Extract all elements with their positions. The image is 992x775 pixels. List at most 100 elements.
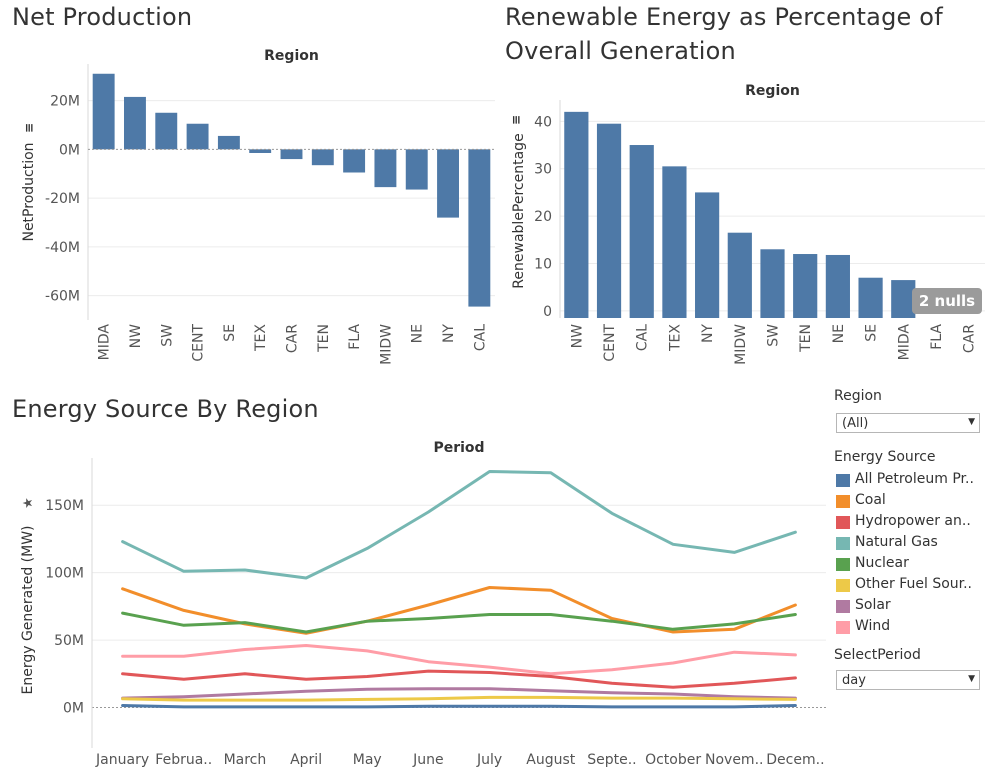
y-tick-label: 0 <box>543 304 552 320</box>
x-tick-label: TEN <box>316 324 332 353</box>
legend-label: Natural Gas <box>855 534 938 550</box>
bar-sw <box>155 112 178 150</box>
x-tick-label: April <box>290 752 322 768</box>
period-header: Period <box>433 440 484 456</box>
renewable-title-line2: Overall Generation <box>505 37 736 65</box>
pin-icon: ★ <box>21 497 36 509</box>
legend-label: Nuclear <box>855 555 909 571</box>
bar-ny <box>695 192 720 318</box>
x-tick-label: CAL <box>635 324 651 351</box>
bar-se <box>217 135 240 150</box>
bar-cent <box>186 123 209 150</box>
y-tick-label: -60M <box>45 289 80 305</box>
bar-fla <box>343 149 366 173</box>
select-period-label: SelectPeriod <box>834 647 921 663</box>
legend-label: Coal <box>855 492 886 508</box>
y-tick-label: 20 <box>534 209 552 225</box>
bar-car <box>280 149 303 160</box>
x-tick-label: TEN <box>798 324 814 353</box>
bar-se <box>858 277 883 318</box>
nulls-badge[interactable]: 2 nulls <box>912 288 982 314</box>
bar-midw <box>374 149 397 188</box>
region-filter-value: (All) <box>842 416 869 431</box>
x-tick-label: NE <box>831 324 847 343</box>
sort-icon: ≡ <box>22 123 36 133</box>
legend-swatch <box>836 621 850 634</box>
renewable-header: Region <box>745 83 800 99</box>
renewable-title-line1: Renewable Energy as Percentage of <box>505 3 943 31</box>
x-tick-label: October <box>645 752 701 768</box>
y-axis-title: Energy Generated (MW) <box>20 525 36 694</box>
legend-label: All Petroleum Pr.. <box>855 471 974 487</box>
y-tick-label: 10 <box>534 257 552 273</box>
series-line-nuclear <box>121 611 797 634</box>
x-tick-label: NY <box>441 324 457 343</box>
bar-cal <box>468 149 491 307</box>
series-line-other-fuel-sour- <box>121 695 797 702</box>
y-axis-title: RenewablePercentage <box>511 133 527 288</box>
bar-tex <box>662 166 687 318</box>
y-tick-label: 100M <box>45 566 84 582</box>
x-tick-label: August <box>526 752 576 768</box>
energy-source-legend-title: Energy Source <box>834 449 936 465</box>
region-filter-label: Region <box>834 388 882 404</box>
series-line-hydropower-an- <box>121 669 797 689</box>
chevron-down-icon: ▼ <box>968 674 975 684</box>
x-tick-label: July <box>476 752 502 768</box>
bar-ne <box>825 254 850 318</box>
x-tick-label: NW <box>128 324 144 348</box>
bar-cal <box>629 145 654 318</box>
x-tick-label: CENT <box>602 324 618 362</box>
x-tick-label: MIDW <box>733 324 749 365</box>
net-production-title: Net Production <box>12 3 193 31</box>
x-tick-label: Septe.. <box>587 752 636 768</box>
x-tick-label: June <box>412 752 444 768</box>
region-filter-dropdown[interactable]: (All) ▼ <box>836 413 980 433</box>
bar-ny <box>437 149 459 218</box>
bar-mida <box>92 73 115 150</box>
y-tick-label: 0M <box>59 142 80 158</box>
x-tick-label: MIDA <box>896 324 912 361</box>
series-line-natural-gas <box>121 470 797 580</box>
x-tick-label: NE <box>410 324 426 343</box>
chevron-down-icon: ▼ <box>968 417 975 427</box>
series-line-all-petroleum-pr- <box>121 704 797 709</box>
bar-sw <box>760 249 785 318</box>
bar-ten <box>793 254 818 318</box>
bar-nw <box>124 96 146 150</box>
y-tick-label: 40 <box>534 114 552 130</box>
bar-mida <box>891 280 916 318</box>
legend-label: Hydropower an.. <box>855 513 971 529</box>
x-tick-label: May <box>353 752 382 768</box>
y-tick-label: -20M <box>45 191 80 207</box>
select-period-value: day <box>842 673 866 688</box>
x-tick-label: SW <box>159 324 175 347</box>
bar-tex <box>249 149 272 153</box>
y-tick-label: 20M <box>50 94 80 110</box>
x-tick-label: CENT <box>191 324 207 362</box>
x-tick-label: January <box>95 752 149 768</box>
x-tick-label: Februa.. <box>155 752 212 768</box>
legend-swatch <box>836 558 850 571</box>
legend-label: Solar <box>855 597 891 613</box>
x-tick-label: FLA <box>347 324 363 350</box>
series-line-wind <box>121 644 797 676</box>
x-tick-label: TEX <box>253 324 269 352</box>
y-tick-label: -40M <box>45 240 80 256</box>
x-tick-label: Decem.. <box>766 752 824 768</box>
net-production-header: Region <box>264 48 319 64</box>
bar-cent <box>596 123 622 319</box>
select-period-dropdown[interactable]: day ▼ <box>836 670 980 690</box>
y-axis-title: NetProduction <box>21 142 37 241</box>
x-tick-label: TEX <box>667 324 683 352</box>
x-tick-label: CAR <box>962 324 978 353</box>
y-tick-label: 30 <box>534 162 552 178</box>
legend-swatch <box>836 516 850 529</box>
x-tick-label: SE <box>222 324 238 342</box>
sort-icon: ≡ <box>509 115 523 125</box>
bar-ne <box>405 149 428 190</box>
x-tick-label: NY <box>700 324 716 343</box>
x-tick-label: FLA <box>929 324 945 350</box>
x-tick-label: Novem.. <box>705 752 763 768</box>
bar-ten <box>311 149 334 166</box>
